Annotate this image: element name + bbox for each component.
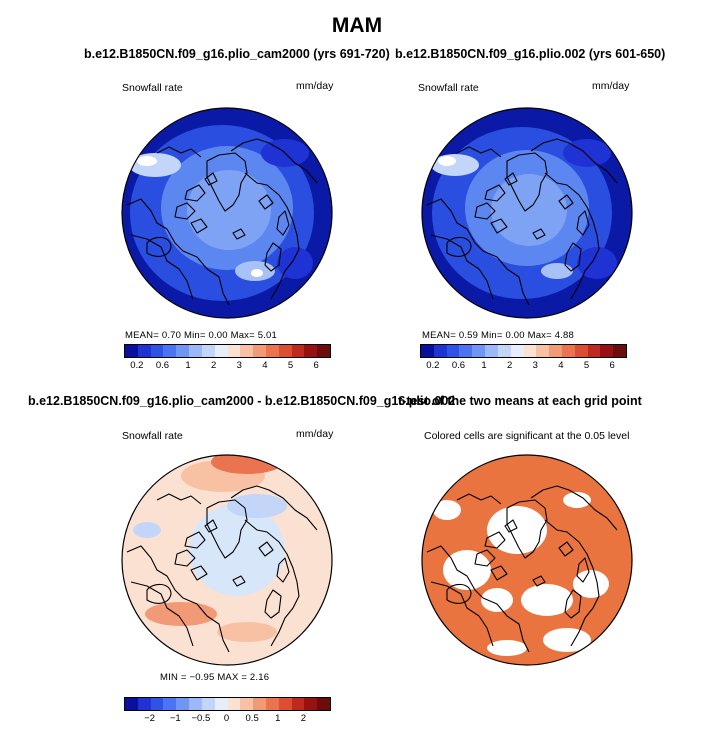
panel-b-colorbar-swatch	[421, 345, 434, 357]
panel-b-colorbar-swatch	[523, 345, 537, 357]
panel-a-stats: MEAN= 0.70 Min= 0.00 Max= 5.01	[125, 330, 278, 341]
panel-a-colorbar-swatch	[201, 345, 215, 357]
panel-d-subtitle: Colored cells are significant at the 0.0…	[424, 430, 630, 442]
panel-a-colorbar-swatch	[137, 345, 151, 357]
panel-c-colorbar-swatch	[125, 698, 138, 710]
panel-a-colorbar-swatch	[150, 345, 164, 357]
panel-b-colorbar-swatch	[549, 345, 562, 357]
panel-a-colorbar-tick-label: 3	[236, 360, 242, 371]
panel-b-colorbar-swatch	[574, 345, 588, 357]
panel-c-colorbar-swatch	[317, 698, 330, 710]
panel-c-map	[121, 454, 333, 666]
panel-b-colorbar-swatch	[561, 345, 575, 357]
panel-b-colorbar-tick-label: 3	[532, 360, 538, 371]
panel-a-colorbar-tick-label: 6	[313, 360, 319, 371]
panel-a-colorbar-swatch	[278, 345, 292, 357]
panel-a-map	[121, 107, 333, 319]
panel-a-colorbar	[124, 344, 331, 358]
panel-c-stats: MIN = −0.95 MAX = 2.16	[160, 672, 270, 683]
panel-a-colorbar-swatch	[253, 345, 266, 357]
panel-b-colorbar-tick-label: 0.6	[451, 360, 466, 371]
panel-a-colorbar-swatch	[189, 345, 202, 357]
panel-a-colorbar-ticks: 0.2 0.6 1 2 3 4 5 6	[124, 360, 329, 374]
panel-b-colorbar-swatch	[485, 345, 498, 357]
panel-c-colorbar	[124, 697, 331, 711]
panel-c-colorbar-swatch	[189, 698, 202, 710]
figure-title: MAM	[331, 14, 383, 37]
panel-b-colorbar-tick-label: 4	[558, 360, 564, 371]
panel-c-colorbar-swatch	[253, 698, 266, 710]
panel-a-units: mm/day	[296, 80, 334, 92]
panel-c-colorbar-tick-label: 0	[223, 713, 230, 724]
panel-b-colorbar-swatch	[587, 345, 601, 357]
panel-b-colorbar-swatch	[446, 345, 460, 357]
panel-a-colorbar-swatch	[317, 345, 330, 357]
panel-c-colorbar-swatch	[214, 698, 228, 710]
panel-c-colorbar-swatch	[265, 698, 279, 710]
panel-c-colorbar-tick-label: −0.5	[191, 713, 211, 724]
panel-b-colorbar-swatch	[497, 345, 511, 357]
panel-c-colorbar-swatch	[304, 698, 318, 710]
panel-d-map	[421, 454, 633, 666]
panel-a-colorbar-swatch	[240, 345, 254, 357]
panel-a-colorbar-tick-label: 2	[211, 360, 217, 371]
panel-a-colorbar-swatch	[176, 345, 190, 357]
panel-b-colorbar-swatch	[613, 345, 626, 357]
panel-c-units: mm/day	[296, 428, 334, 440]
panel-c-colorbar-swatch	[227, 698, 241, 710]
panel-b-colorbar	[420, 344, 627, 358]
panel-b-stats: MEAN= 0.59 Min= 0.00 Max= 4.88	[422, 330, 575, 341]
panel-b-colorbar-swatch	[600, 345, 614, 357]
panel-c-colorbar-swatch	[291, 698, 305, 710]
panel-a-colorbar-swatch	[163, 345, 177, 357]
panel-b-units: mm/day	[592, 80, 630, 92]
panel-b-colorbar-ticks: 0.2 0.6 1 2 3 4 5 6	[420, 360, 625, 374]
panel-b-colorbar-tick-label: 6	[609, 360, 615, 371]
panel-c-colorbar-tick-label: 0.5	[245, 713, 259, 724]
panel-b-colorbar-tick-label: 1	[481, 360, 487, 371]
panel-a-colorbar-tick-label: 0.2	[130, 360, 144, 371]
panel-c-colorbar-swatch	[137, 698, 151, 710]
panel-d-title: t-test of the two means at each grid poi…	[398, 394, 642, 408]
panel-a-colorbar-tick-label: 4	[262, 360, 268, 371]
panel-c-colorbar-tick-label: 2	[300, 713, 307, 724]
panel-b-colorbar-swatch	[459, 345, 473, 357]
panel-a-colorbar-tick-label: 0.6	[155, 360, 170, 371]
panel-a-colorbar-swatch	[304, 345, 318, 357]
panel-c-colorbar-swatch	[278, 698, 292, 710]
panel-c-colorbar-ticks: −2 −1 −0.5 0 0.5 1 2	[124, 713, 329, 727]
panel-c-colorbar-tick-label: −1	[169, 713, 181, 724]
panel-a-colorbar-swatch	[227, 345, 241, 357]
panel-b-map	[421, 107, 633, 319]
panel-c-colorbar-swatch	[240, 698, 254, 710]
panel-c-colorbar-swatch	[150, 698, 164, 710]
panel-c-colorbar-tick-label: 1	[275, 713, 281, 724]
panel-b-title: b.e12.B1850CN.f09_g16.plio.002 (yrs 601-…	[395, 47, 666, 61]
panel-a-colorbar-swatch	[291, 345, 305, 357]
panel-a-colorbar-tick-label: 5	[287, 360, 294, 371]
panel-b-colorbar-swatch	[510, 345, 524, 357]
panel-a-colorbar-tick-label: 1	[185, 360, 191, 371]
panel-c-colorbar-swatch	[201, 698, 215, 710]
panel-c-title: b.e12.B1850CN.f09_g16.plio_cam2000 - b.e…	[28, 394, 456, 408]
panel-b-colorbar-tick-label: 2	[507, 360, 513, 371]
panel-a-variable: Snowfall rate	[122, 82, 183, 94]
panel-b-colorbar-swatch	[536, 345, 550, 357]
panel-c-colorbar-tick-label: −2	[144, 713, 156, 724]
panel-a-title: b.e12.B1850CN.f09_g16.plio_cam2000 (yrs …	[84, 47, 390, 61]
panel-a-colorbar-swatch	[125, 345, 138, 357]
panel-c-variable: Snowfall rate	[122, 430, 183, 442]
panel-b-colorbar-swatch	[433, 345, 447, 357]
panel-b-colorbar-swatch	[472, 345, 486, 357]
panel-b-colorbar-tick-label: 5	[583, 360, 590, 371]
panel-a-colorbar-swatch	[214, 345, 228, 357]
panel-c-colorbar-swatch	[176, 698, 190, 710]
panel-c-colorbar-swatch	[163, 698, 177, 710]
panel-b-variable: Snowfall rate	[418, 82, 479, 94]
panel-b-colorbar-tick-label: 0.2	[426, 360, 440, 371]
panel-a-colorbar-swatch	[265, 345, 279, 357]
